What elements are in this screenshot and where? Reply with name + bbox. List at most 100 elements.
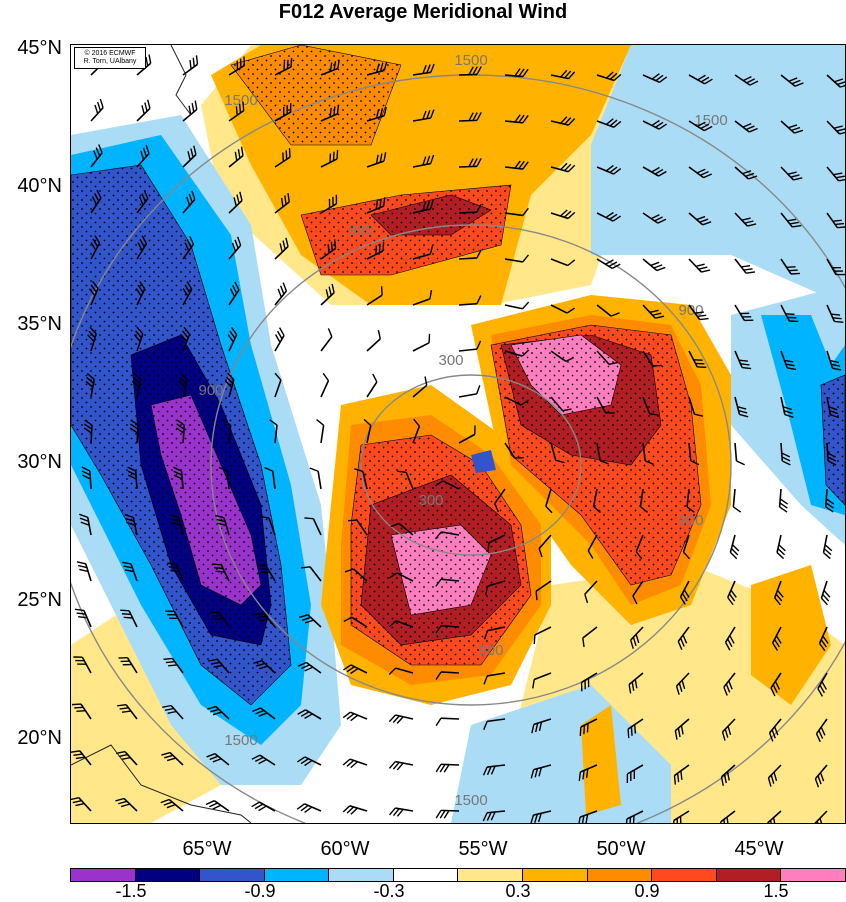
barb-flag [746, 272, 755, 273]
colorbar-cell [781, 869, 845, 881]
barb-flag [168, 665, 177, 666]
barb-flag [148, 100, 150, 109]
barb-flag [337, 150, 338, 159]
barb-flag [149, 54, 151, 63]
barb-staff [505, 305, 523, 309]
barb-flag [477, 385, 480, 393]
barb-flag [142, 105, 144, 114]
barb-flag [635, 725, 636, 734]
barb-flag [787, 267, 796, 268]
contour-label: 900 [348, 222, 373, 239]
lon-tick-label: 50°W [581, 838, 661, 861]
barb-flag [741, 266, 750, 267]
barb-staff [441, 672, 459, 673]
barb-flag [196, 55, 197, 64]
barb-staff [459, 349, 477, 351]
barb-flag [330, 154, 331, 163]
wind-barb [459, 385, 480, 397]
barb-flag [701, 270, 710, 272]
barb-flag [276, 335, 280, 343]
barb-flag [206, 801, 214, 805]
colorbar-cell [394, 869, 459, 881]
contour-label: 900 [678, 512, 703, 529]
contour-label: 900 [198, 382, 223, 399]
contour-label: 1500 [454, 52, 487, 69]
colorbar-cell [458, 869, 523, 881]
barb-flag [348, 520, 357, 521]
wind-barb [275, 328, 284, 351]
barb-staff [459, 120, 477, 121]
negative-region [591, 45, 845, 305]
barb-flag [335, 239, 336, 248]
barb-staff [90, 471, 91, 489]
barb-flag [584, 725, 585, 734]
barb-flag [831, 314, 840, 315]
barb-flag [695, 312, 704, 313]
barb-flag [288, 60, 289, 69]
barb-flag [744, 269, 753, 270]
barb-flag [425, 376, 427, 385]
barb-flag [696, 264, 705, 266]
barb-flag [236, 106, 237, 115]
barb-flag [290, 148, 291, 157]
barb-staff [459, 258, 477, 259]
barb-flag [209, 803, 217, 807]
barb-flag [278, 331, 282, 339]
colorbar-cell [329, 869, 394, 881]
colorbar-cell [588, 869, 653, 881]
barb-flag [328, 244, 329, 253]
colorbar-label: -1.5 [101, 881, 161, 902]
barb-flag [833, 318, 842, 319]
barb-flag [580, 727, 581, 736]
barb-flag [120, 610, 129, 611]
barb-staff [459, 166, 477, 167]
barb-staff [321, 425, 324, 443]
lon-tick-label: 65°W [167, 838, 247, 861]
barb-staff [733, 489, 735, 507]
lon-tick-label: 45°W [719, 838, 799, 861]
barb-flag [523, 302, 529, 309]
barb-staff [91, 425, 92, 443]
colorbar-cell [717, 869, 782, 881]
wind-barb [183, 55, 197, 75]
colorbar-label: -0.3 [359, 881, 419, 902]
wind-barb [77, 562, 91, 581]
barb-flag [436, 718, 441, 726]
barb-flag [835, 224, 844, 225]
barb-flag [243, 102, 244, 111]
wind-barb [321, 328, 332, 351]
barb-staff [350, 712, 367, 719]
wind-barb [413, 334, 430, 351]
barb-flag [192, 103, 194, 112]
barb-flag [195, 101, 197, 110]
wind-barb [821, 581, 829, 605]
lat-tick-label: 20°N [0, 727, 62, 750]
barb-flag [291, 58, 292, 67]
map-plot: 1500150015001500150090090090090090030030… [71, 45, 845, 823]
barb-flag [190, 60, 191, 69]
wind-barb [780, 489, 788, 512]
barb-flag [283, 283, 286, 291]
lon-tick-label: 55°W [443, 838, 523, 861]
barb-flag [74, 707, 83, 708]
barb-flag [699, 267, 708, 269]
lat-tick-label: 30°N [0, 451, 62, 474]
contour-label: 300 [438, 352, 463, 369]
barb-staff [367, 339, 380, 351]
wind-barb [367, 330, 380, 351]
wind-barb [436, 764, 459, 772]
barb-flag [626, 819, 627, 823]
wind-barb [317, 420, 324, 443]
barb-flag [834, 321, 843, 322]
barb-flag [216, 571, 225, 572]
barb-flag [145, 103, 147, 112]
wind-barb [390, 808, 413, 816]
barb-flag [323, 373, 328, 380]
wind-barb [389, 762, 413, 770]
barb-flag [736, 461, 744, 465]
barb-staff [275, 335, 284, 351]
barb-flag [651, 262, 659, 265]
barb-staff [321, 337, 332, 351]
barb-flag [536, 591, 537, 600]
